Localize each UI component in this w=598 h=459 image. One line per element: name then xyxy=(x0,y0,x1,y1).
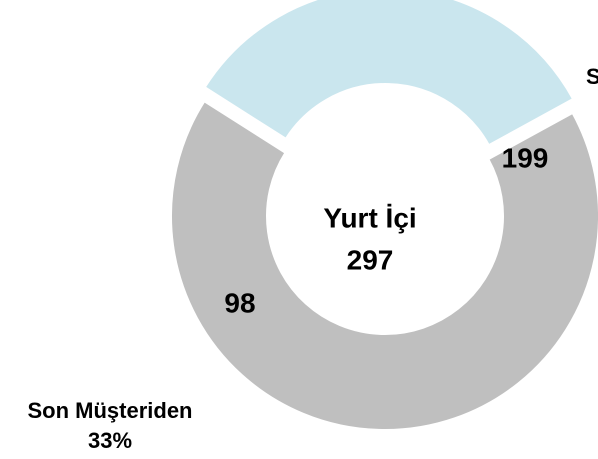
center-title: Yurt İçi xyxy=(323,202,416,233)
category-label: Son Müşteriden xyxy=(27,398,192,423)
percent-label: 33% xyxy=(88,428,132,453)
donut-slice xyxy=(170,99,598,431)
donut-slice xyxy=(203,0,575,147)
category-label: S xyxy=(586,64,598,89)
center-value: 297 xyxy=(347,244,394,275)
value-label: 199 xyxy=(502,142,549,173)
value-label: 98 xyxy=(224,287,255,318)
